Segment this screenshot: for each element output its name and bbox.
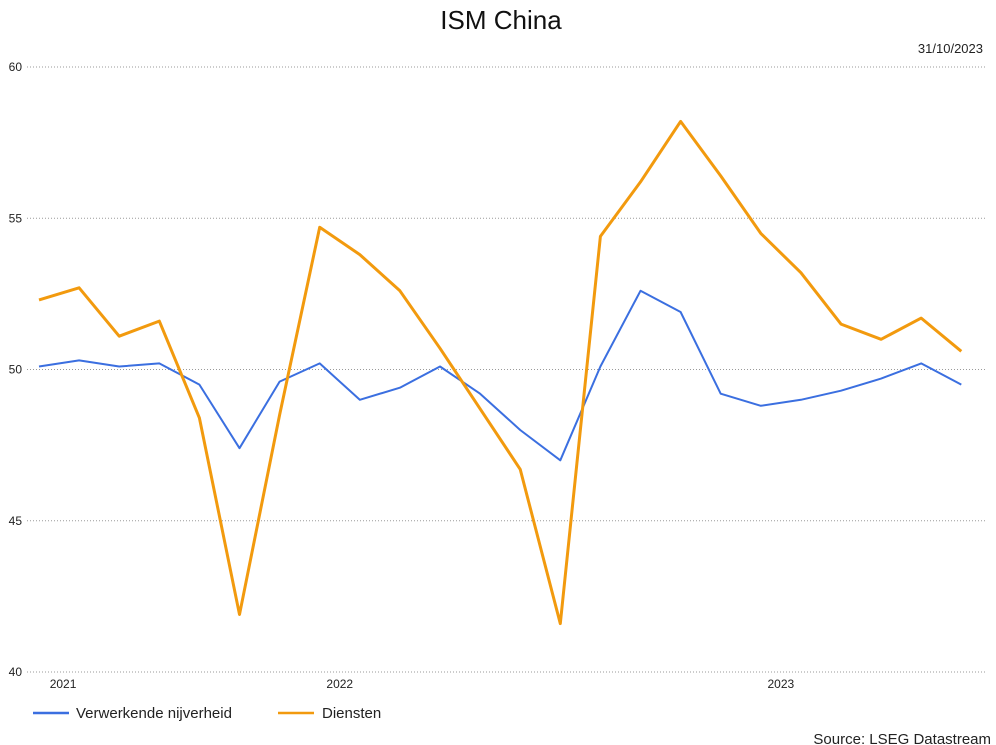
gridlines [27,66,985,673]
legend-label-manufacturing: Verwerkende nijverheid [76,705,232,722]
x-axis-ticks: 2021 2022 2023 [50,677,795,691]
y-tick-label: 40 [9,665,23,679]
series-line-manufacturing [38,289,962,462]
series-lines [38,119,963,626]
legend-label-services: Diensten [322,705,381,722]
y-tick-label: 50 [9,363,23,377]
chart-title: ISM China [440,5,562,35]
source-note: Source: LSEG Datastream [813,731,991,745]
x-tick-label: 2021 [50,677,77,691]
x-tick-label: 2022 [326,677,353,691]
legend: Verwerkende nijverheid Diensten [33,705,381,722]
y-tick-label: 45 [9,514,23,528]
y-axis-ticks: 40 45 50 55 60 [9,60,23,679]
y-tick-label: 55 [9,211,23,225]
series-line-services [38,119,963,626]
chart-date: 31/10/2023 [918,41,983,56]
y-tick-label: 60 [9,60,23,74]
x-tick-label: 2023 [767,677,794,691]
